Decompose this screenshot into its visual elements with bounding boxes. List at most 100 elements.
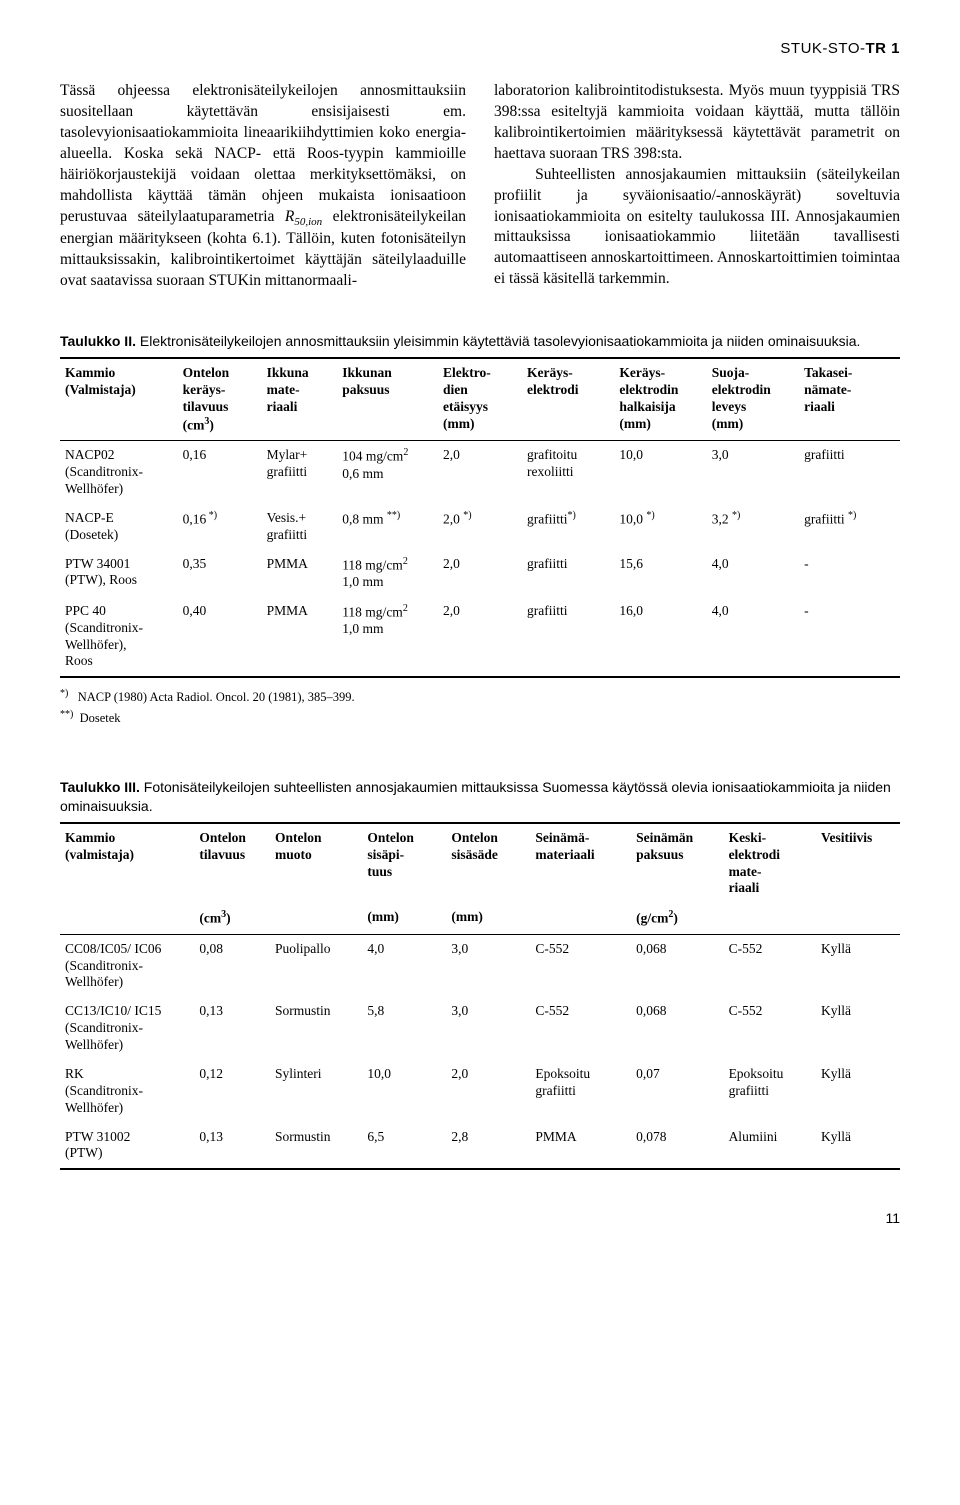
table2-r1c1: 0,16 *) — [178, 504, 262, 550]
table2-h4: Elektro-dienetäisyys(mm) — [438, 358, 522, 441]
table2-r0c3: 104 mg/cm20,6 mm — [337, 441, 438, 504]
table2-r2c1: 0,35 — [178, 550, 262, 597]
table2-r1c4: 2,0 *) — [438, 504, 522, 550]
table2-r0c1: 0,16 — [178, 441, 262, 504]
table2-h0: Kammio(Valmistaja) — [60, 358, 178, 441]
table3-r3c7: Alumiini — [724, 1123, 816, 1170]
table3-r2c4: 2,0 — [446, 1060, 530, 1123]
table2-r3c4: 2,0 — [438, 597, 522, 678]
table3-r1c7: C-552 — [724, 997, 816, 1060]
table2-footnotes: *) NACP (1980) Acta Radiol. Oncol. 20 (1… — [60, 686, 900, 728]
table3-u1: (cm3) — [194, 903, 270, 934]
table3-r0c8: Kyllä — [816, 934, 900, 997]
table3-r0c2: Puolipallo — [270, 934, 362, 997]
table-units-row: (cm3) (mm) (mm) (g/cm2) — [60, 903, 900, 934]
table2-h5: Keräys-elektrodi — [522, 358, 614, 441]
table3-r0c3: 4,0 — [362, 934, 446, 997]
table3-h0: Kammio(valmistaja) — [60, 823, 194, 904]
table3-u8 — [816, 903, 900, 934]
table3-u5 — [530, 903, 631, 934]
table2-h2: Ikkunamate-riaali — [262, 358, 338, 441]
table3-r3c3: 6,5 — [362, 1123, 446, 1170]
table3-r3c8: Kyllä — [816, 1123, 900, 1170]
table2-r1c6: 10,0 *) — [614, 504, 706, 550]
table3-r1c8: Kyllä — [816, 997, 900, 1060]
table3-h4: Ontelonsisäsäde — [446, 823, 530, 904]
body-left-column: Tässä ohjeessa elektronisäteilykeilojen … — [60, 81, 466, 292]
table2-r3c1: 0,40 — [178, 597, 262, 678]
table3-r2c2: Sylinteri — [270, 1060, 362, 1123]
table3-r3c6: 0,078 — [631, 1123, 723, 1170]
table2-r3c3: 118 mg/cm21,0 mm — [337, 597, 438, 678]
table3-h7: Keski-elektrodimate-riaali — [724, 823, 816, 904]
footnote-2: **) Dosetek — [60, 707, 900, 728]
table3-r2c8: Kyllä — [816, 1060, 900, 1123]
table2-r2c7: 4,0 — [707, 550, 799, 597]
table2-h1: Ontelonkeräys-tilavuus(cm3) — [178, 358, 262, 441]
table3-r1c2: Sormustin — [270, 997, 362, 1060]
table3-u6: (g/cm2) — [631, 903, 723, 934]
table2-r2c3: 118 mg/cm21,0 mm — [337, 550, 438, 597]
table3-h2: Ontelonmuoto — [270, 823, 362, 904]
table-header-row: Kammio(valmistaja) Ontelontilavuus Ontel… — [60, 823, 900, 904]
table2-r2c5: grafiitti — [522, 550, 614, 597]
body-text: Tässä ohjeessa elektronisäteilykeilojen … — [60, 81, 900, 292]
table-row: PPC 40(Scanditronix-Wellhöfer),Roos 0,40… — [60, 597, 900, 678]
table3-title: Taulukko III. Fotonisäteilykeilojen suht… — [60, 778, 900, 816]
table3-r3c2: Sormustin — [270, 1123, 362, 1170]
table2-r2c0: PTW 34001(PTW), Roos — [60, 550, 178, 597]
table3-u7 — [724, 903, 816, 934]
table3-r0c7: C-552 — [724, 934, 816, 997]
table-bottom-rule — [60, 677, 900, 678]
table2-h8: Takasei-nämate-riaali — [799, 358, 900, 441]
table3-r3c1: 0,13 — [194, 1123, 270, 1170]
table2-h6: Keräys-elektrodinhalkaisija(mm) — [614, 358, 706, 441]
table2-r3c2: PMMA — [262, 597, 338, 678]
table3-r2c6: 0,07 — [631, 1060, 723, 1123]
table3-r1c1: 0,13 — [194, 997, 270, 1060]
table2-title: Taulukko II. Elektronisäteilykeilojen an… — [60, 332, 900, 351]
table3-u3: (mm) — [362, 903, 446, 934]
table2-r3c8: - — [799, 597, 900, 678]
table-row: CC08/IC05/ IC06(Scanditronix-Wellhöfer) … — [60, 934, 900, 997]
table2-r3c5: grafiitti — [522, 597, 614, 678]
table3: Kammio(valmistaja) Ontelontilavuus Ontel… — [60, 822, 900, 1171]
table-header-row: Kammio(Valmistaja) Ontelonkeräys-tilavuu… — [60, 358, 900, 441]
table-bottom-rule — [60, 1169, 900, 1170]
table3-r1c5: C-552 — [530, 997, 631, 1060]
table-row: NACP02(Scanditronix-Wellhöfer) 0,16 Myla… — [60, 441, 900, 504]
table2-h7: Suoja-elektrodinleveys(mm) — [707, 358, 799, 441]
document-code: STUK-STO-TR 1 — [60, 40, 900, 57]
table2-r0c4: 2,0 — [438, 441, 522, 504]
table3-r3c5: PMMA — [530, 1123, 631, 1170]
table2: Kammio(Valmistaja) Ontelonkeräys-tilavuu… — [60, 357, 900, 678]
table-row: NACP-E(Dosetek) 0,16 *) Vesis.+grafiitti… — [60, 504, 900, 550]
table3-r0c0: CC08/IC05/ IC06(Scanditronix-Wellhöfer) — [60, 934, 194, 997]
table2-r3c6: 16,0 — [614, 597, 706, 678]
table2-r1c5: grafiitti*) — [522, 504, 614, 550]
table3-r2c7: Epoksoitugrafiitti — [724, 1060, 816, 1123]
table3-h8: Vesitiivis — [816, 823, 900, 904]
table2-r1c8: grafiitti *) — [799, 504, 900, 550]
table3-r1c3: 5,8 — [362, 997, 446, 1060]
table3-h5: Seinämä-materiaali — [530, 823, 631, 904]
table2-title-text: Elektronisäteilykeilojen annosmittauksii… — [136, 333, 860, 349]
table2-title-label: Taulukko II. — [60, 333, 136, 349]
table3-h3: Ontelonsisäpi-tuus — [362, 823, 446, 904]
table3-r2c0: RK(Scanditronix-Wellhöfer) — [60, 1060, 194, 1123]
body-right-column: laboratorion kalibrointitodistuksesta. M… — [494, 81, 900, 292]
table3-u4: (mm) — [446, 903, 530, 934]
table3-h1: Ontelontilavuus — [194, 823, 270, 904]
table3-h6: Seinämänpaksuus — [631, 823, 723, 904]
table2-r2c6: 15,6 — [614, 550, 706, 597]
page-number: 11 — [60, 1210, 900, 1226]
table3-r3c0: PTW 31002(PTW) — [60, 1123, 194, 1170]
table3-r0c4: 3,0 — [446, 934, 530, 997]
table2-r0c2: Mylar+grafiitti — [262, 441, 338, 504]
table-row: CC13/IC10/ IC15(Scanditronix-Wellhöfer) … — [60, 997, 900, 1060]
table3-r1c6: 0,068 — [631, 997, 723, 1060]
table2-r1c0: NACP-E(Dosetek) — [60, 504, 178, 550]
table2-r0c6: 10,0 — [614, 441, 706, 504]
table2-r0c8: grafiitti — [799, 441, 900, 504]
table-row: PTW 34001(PTW), Roos 0,35 PMMA 118 mg/cm… — [60, 550, 900, 597]
